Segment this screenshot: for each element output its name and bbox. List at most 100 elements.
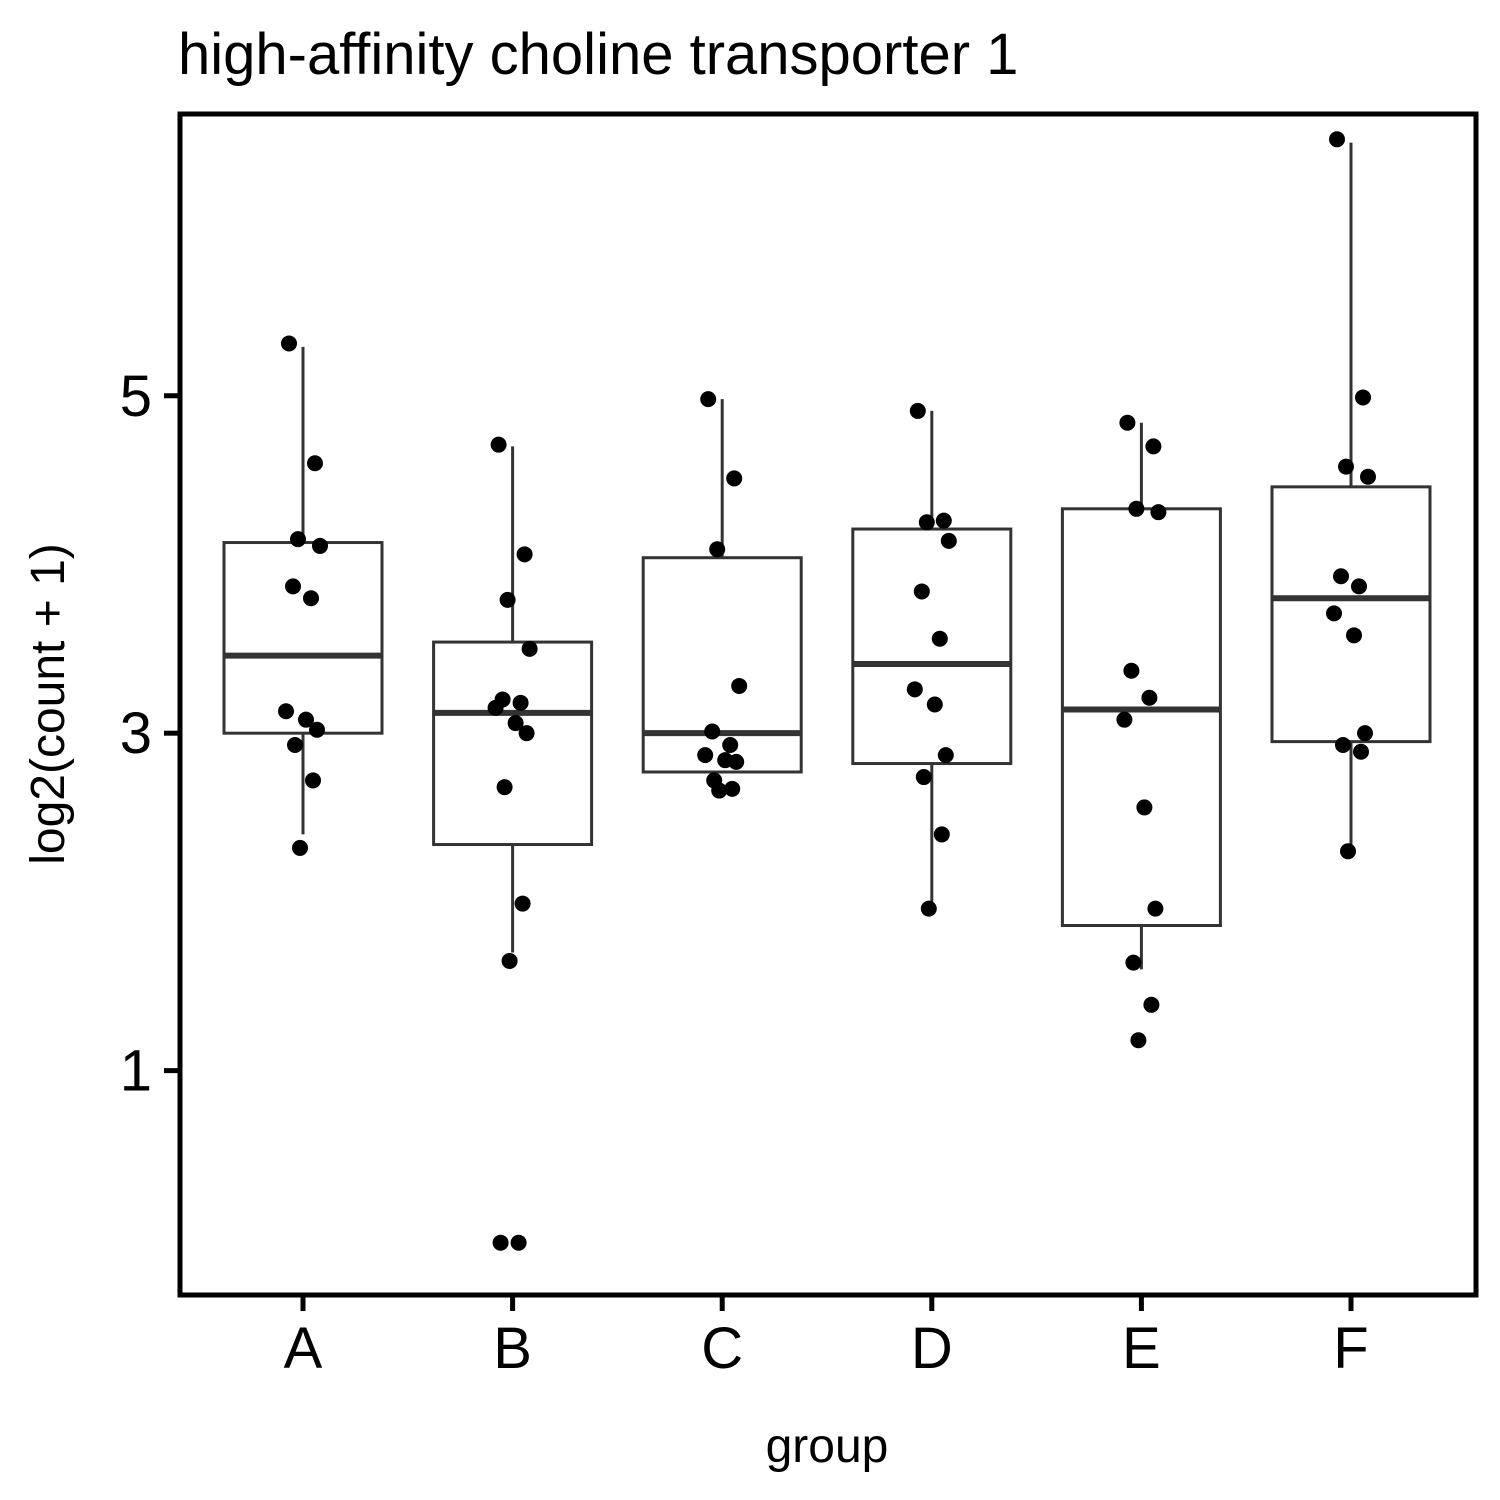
data-point xyxy=(278,703,294,720)
data-point xyxy=(1147,900,1164,917)
data-point xyxy=(1329,131,1345,148)
data-point xyxy=(697,747,714,764)
data-point xyxy=(1338,458,1354,475)
box xyxy=(432,640,594,847)
box-group-f xyxy=(1270,142,1432,848)
plot-marks xyxy=(222,131,1432,1251)
data-point xyxy=(1116,711,1133,728)
data-point xyxy=(913,583,930,600)
box xyxy=(851,527,1013,766)
data-point xyxy=(1333,568,1349,585)
y-axis-title: log2(count + 1) xyxy=(22,543,75,865)
box xyxy=(641,556,803,774)
data-point xyxy=(1346,627,1362,644)
data-point xyxy=(512,694,529,711)
box xyxy=(1270,485,1432,744)
x-tick-label: D xyxy=(911,1316,953,1381)
data-point xyxy=(1141,689,1158,706)
x-tick-label: B xyxy=(493,1316,532,1381)
data-point xyxy=(285,578,301,595)
data-point xyxy=(711,782,728,799)
data-point xyxy=(926,696,943,713)
data-point xyxy=(931,630,948,647)
data-point xyxy=(1340,843,1356,860)
y-tick-label: 1 xyxy=(120,1039,152,1104)
data-point xyxy=(724,780,741,797)
data-point xyxy=(490,436,507,453)
x-axis-title: group xyxy=(766,1420,889,1473)
box-group-e xyxy=(1060,422,1222,970)
box xyxy=(222,541,384,735)
data-point xyxy=(499,591,516,608)
data-point xyxy=(298,711,314,728)
data-point xyxy=(704,723,721,740)
data-point xyxy=(292,839,308,856)
data-point xyxy=(1357,725,1373,742)
data-point xyxy=(1150,504,1167,521)
data-point xyxy=(1123,662,1140,679)
box-group-b xyxy=(432,446,594,953)
data-point xyxy=(518,725,535,742)
data-point xyxy=(492,1234,509,1251)
data-point xyxy=(305,772,321,789)
x-tick-label: A xyxy=(284,1316,323,1381)
data-point xyxy=(709,541,726,558)
data-point xyxy=(937,747,954,764)
data-point xyxy=(1119,414,1136,431)
data-point xyxy=(307,455,323,472)
plot-panel xyxy=(177,111,1479,1298)
data-point xyxy=(290,531,306,548)
box-group-a xyxy=(222,346,384,835)
data-point xyxy=(507,715,524,732)
data-point xyxy=(918,514,935,531)
data-point xyxy=(933,826,950,843)
data-point xyxy=(909,402,926,419)
data-point xyxy=(726,470,743,487)
data-point xyxy=(731,677,748,694)
data-point xyxy=(700,391,717,408)
box-group-d xyxy=(851,410,1013,902)
x-tick-label: F xyxy=(1333,1316,1368,1381)
data-point xyxy=(1335,736,1351,753)
data-point xyxy=(1360,468,1376,485)
data-point xyxy=(514,895,531,912)
data-point xyxy=(1130,1032,1147,1049)
y-axis: 1 3 5 xyxy=(120,364,180,1104)
data-point xyxy=(309,721,325,738)
box-group-c xyxy=(641,399,803,774)
data-point xyxy=(1355,389,1371,406)
data-point xyxy=(1353,743,1369,760)
data-point xyxy=(1326,605,1342,622)
data-point xyxy=(940,532,957,549)
data-point xyxy=(521,640,538,657)
data-point xyxy=(303,590,319,607)
box xyxy=(1060,507,1222,928)
data-point xyxy=(1143,996,1160,1013)
data-point xyxy=(1351,578,1367,595)
data-point xyxy=(287,736,303,753)
data-point xyxy=(915,769,932,786)
chart-title: high-affinity choline transporter 1 xyxy=(178,22,1018,87)
data-point xyxy=(722,736,739,753)
data-point xyxy=(1136,799,1153,816)
data-point xyxy=(1145,438,1162,455)
x-tick-label: C xyxy=(701,1316,743,1381)
data-point xyxy=(496,779,513,796)
data-point xyxy=(510,1234,527,1251)
data-point xyxy=(312,537,328,554)
data-point xyxy=(1125,954,1142,971)
y-tick-label: 5 xyxy=(120,364,152,429)
data-point xyxy=(281,335,297,352)
x-tick-label: E xyxy=(1122,1316,1161,1381)
data-point xyxy=(935,512,952,529)
data-point xyxy=(906,681,923,698)
y-tick-label: 3 xyxy=(120,701,152,766)
data-point xyxy=(501,952,518,969)
data-point xyxy=(728,753,745,770)
data-point xyxy=(516,546,533,563)
data-point xyxy=(487,699,504,716)
x-axis: A B C D E F xyxy=(284,1295,1369,1381)
data-point xyxy=(920,900,937,917)
data-point xyxy=(1128,500,1145,517)
